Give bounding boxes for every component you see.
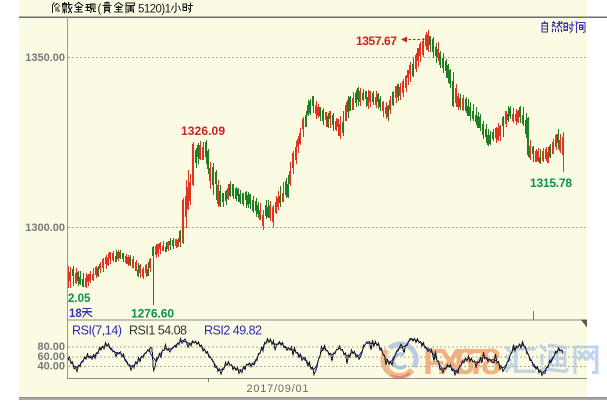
svg-text:5120)1: 5120)1 [138, 4, 171, 16]
svg-text:1326.09: 1326.09 [181, 124, 225, 138]
svg-text:RSI(7,14): RSI(7,14) [72, 324, 122, 338]
svg-text:(: ( [98, 4, 102, 16]
svg-text:RSI2 49.82: RSI2 49.82 [204, 324, 262, 338]
svg-text:40.00: 40.00 [37, 361, 65, 373]
svg-text:80.00: 80.00 [37, 341, 65, 353]
svg-text:1300.00: 1300.00 [25, 222, 65, 234]
svg-text:60.00: 60.00 [37, 351, 65, 363]
svg-text:2017/09/01: 2017/09/01 [247, 383, 309, 395]
svg-text:2.05: 2.05 [68, 293, 91, 305]
svg-text:18: 18 [69, 308, 82, 320]
svg-text:1276.60: 1276.60 [131, 307, 174, 321]
svg-text:1350.00: 1350.00 [25, 52, 65, 64]
svg-text:RSI1 54.08: RSI1 54.08 [129, 324, 187, 338]
svg-text:1357.67: 1357.67 [356, 34, 397, 48]
svg-text:1315.78: 1315.78 [530, 176, 572, 190]
